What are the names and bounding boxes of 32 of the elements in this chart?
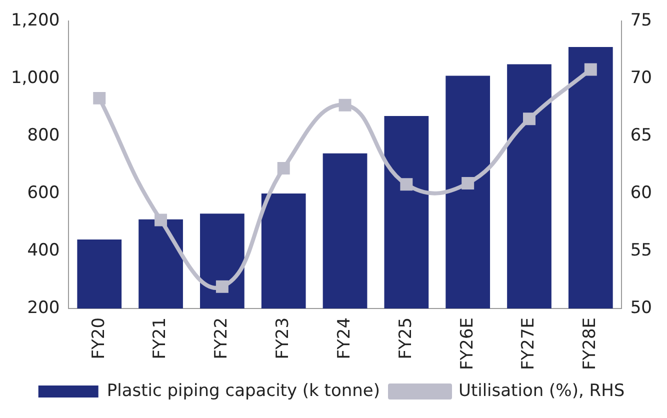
x-tick-label: FY22 — [212, 317, 232, 360]
y-tick-label: 800 — [27, 126, 60, 146]
y-tick-label: 1,000 — [10, 68, 60, 88]
legend-label: Plastic piping capacity (k tonne) — [106, 380, 380, 401]
y2-tick-label: 65 — [630, 126, 652, 146]
x-tick-label: FY20 — [88, 317, 109, 360]
y-tick-label: 200 — [27, 298, 60, 318]
x-tick-label: FY28E — [580, 317, 600, 370]
legend-label: Utilisation (%), RHS — [458, 380, 625, 401]
x-tick-label: FY24 — [334, 317, 354, 360]
x-tick-label: FY26E — [457, 317, 478, 370]
y2-tick-label: 50 — [630, 298, 652, 318]
point — [584, 63, 597, 76]
y-tick-label: 600 — [27, 182, 60, 203]
point — [338, 98, 352, 112]
y-tick-label: 1,200 — [10, 10, 60, 31]
y2-tick-label: 75 — [630, 10, 652, 31]
point — [93, 92, 106, 104]
point — [216, 280, 228, 293]
point — [400, 178, 413, 191]
point — [523, 112, 536, 126]
x-tick-label: FY21 — [150, 317, 170, 360]
x-tick-label: FY25 — [396, 317, 416, 360]
point — [462, 176, 474, 190]
x-tick-label: FY27E — [518, 317, 539, 370]
y-tick-label: 400 — [27, 240, 60, 260]
y2-tick-label: 70 — [630, 68, 652, 88]
x-tick-label: FY23 — [273, 317, 294, 360]
y2-tick-label: 60 — [630, 182, 652, 203]
y2-tick-label: 55 — [630, 240, 652, 260]
point — [154, 214, 168, 226]
point — [277, 162, 290, 175]
